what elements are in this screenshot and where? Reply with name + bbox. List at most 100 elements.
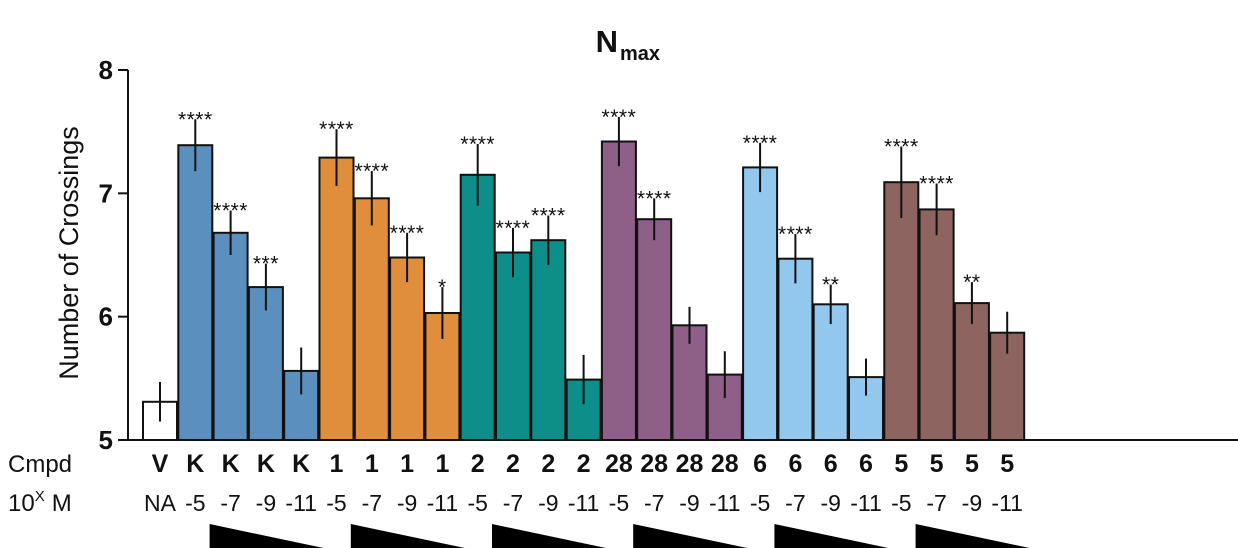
bar-28-1 [636,218,673,441]
significance-label-6-1: **** [778,223,813,246]
bar-2-2 [530,239,567,441]
chart-title: N [596,24,618,59]
compound-label-28: 28 [676,450,704,478]
concentration-label-5-1: -7 [926,490,946,516]
compound-label-K: K [222,450,240,478]
compound-label-6: 6 [788,450,802,478]
y-tick-label-8: 8 [99,55,113,85]
concentration-gradient-wedge-2 [492,524,606,548]
bar-1-2 [389,256,426,441]
concentration-label-K-1: -7 [220,490,240,516]
bar-1-1 [353,197,390,441]
concentration-label-28-0: -5 [609,490,629,516]
concentration-label-K-2: -9 [256,490,276,516]
significance-label-1-0: **** [319,118,354,141]
compound-label-6: 6 [859,450,873,478]
compound-label-K: K [186,450,204,478]
significance-label-2-2: **** [531,205,566,228]
concentration-label-6-2: -9 [820,490,840,516]
compound-label-K: K [292,450,310,478]
y-axis-label: Number of Crossings [54,126,84,380]
concentration-label-K-0: -5 [185,490,205,516]
concentration-label-2-0: -5 [467,490,487,516]
concentration-label-5-3: -11 [991,490,1023,516]
concentration-gradient-wedge-K [209,524,324,548]
concentration-label-1-2: -9 [397,490,417,516]
concentration-label-2-3: -11 [568,490,600,516]
compound-label-1: 1 [400,450,414,478]
chart-marks: VNA****K-5****K-7***K-9K-11****1-5****1-… [99,55,1238,548]
bar-K-0 [177,144,214,441]
significance-label-1-1: **** [354,160,389,183]
concentration-label-K-3: -11 [285,490,317,516]
concentration-label-28-2: -9 [679,490,699,516]
bar-K-1 [212,231,249,441]
concentration-label-5-0: -5 [891,490,911,516]
compound-label-2: 2 [577,450,591,478]
bar-1-0 [318,156,355,441]
significance-label-1-2: **** [390,222,425,245]
concentration-label-2-1: -7 [503,490,523,516]
bar-6-2 [812,303,849,441]
row-label-cmpd: Cmpd [8,451,72,478]
compound-label-28: 28 [640,450,668,478]
significance-label-1-3: * [438,276,447,299]
significance-label-K-1: **** [213,200,248,223]
y-tick-label-5: 5 [99,425,113,455]
significance-label-2-0: **** [460,133,495,156]
significance-label-28-0: **** [602,106,637,129]
significance-label-5-2: ** [963,271,980,294]
concentration-label-28-1: -7 [644,490,664,516]
bar-2-1 [495,251,531,441]
concentration-label-1-0: -5 [326,490,346,516]
bar-5-2 [953,302,990,441]
significance-label-5-1: **** [919,173,954,196]
bar-2-0 [459,173,496,442]
compound-label-6: 6 [753,450,767,478]
compound-label-5: 5 [894,450,908,478]
compound-label-28: 28 [605,450,633,478]
compound-label-1: 1 [330,450,344,478]
significance-label-6-0: **** [743,132,778,155]
compound-label-2: 2 [506,450,520,478]
row-label-conc-base: 10 [8,490,35,517]
significance-label-28-1: **** [637,187,672,210]
row-label-concentration: 10X M [8,488,72,517]
compound-label-2: 2 [471,450,485,478]
significance-label-K-2: *** [253,253,279,276]
bar-5-0 [883,181,920,441]
concentration-label-5-2: -9 [962,490,982,516]
compound-label-5: 5 [1000,450,1014,478]
bar-6-0 [742,166,779,441]
compound-label-5: 5 [930,450,944,478]
y-tick-label-7: 7 [99,178,113,208]
concentration-label-6-1: -7 [785,490,805,516]
compound-label-K: K [257,450,275,478]
concentration-label-V-0: NA [144,490,177,516]
y-tick-label-6: 6 [99,302,113,332]
row-label-conc-sup: X [35,488,45,505]
concentration-gradient-wedge-5 [915,524,1030,548]
bar-28-0 [600,140,637,441]
concentration-label-1-3: -11 [427,490,459,516]
concentration-label-6-0: -5 [750,490,770,516]
concentration-label-1-1: -7 [362,490,382,516]
bar-5-1 [918,208,955,441]
compound-label-28: 28 [711,450,739,478]
compound-label-1: 1 [435,450,449,478]
bar-6-1 [777,257,814,442]
chart-title-subscript: max [620,43,660,65]
row-label-conc-unit: M [52,490,72,517]
significance-label-5-0: **** [884,136,919,159]
significance-label-K-0: **** [178,108,213,131]
concentration-label-28-3: -11 [709,490,741,516]
concentration-label-2-2: -9 [538,490,558,516]
significance-label-2-1: **** [496,217,531,240]
compound-label-1: 1 [365,450,379,478]
significance-label-6-2: ** [822,274,839,297]
concentration-gradient-wedge-28 [633,524,748,548]
compound-label-5: 5 [965,450,979,478]
concentration-label-6-3: -11 [850,490,882,516]
